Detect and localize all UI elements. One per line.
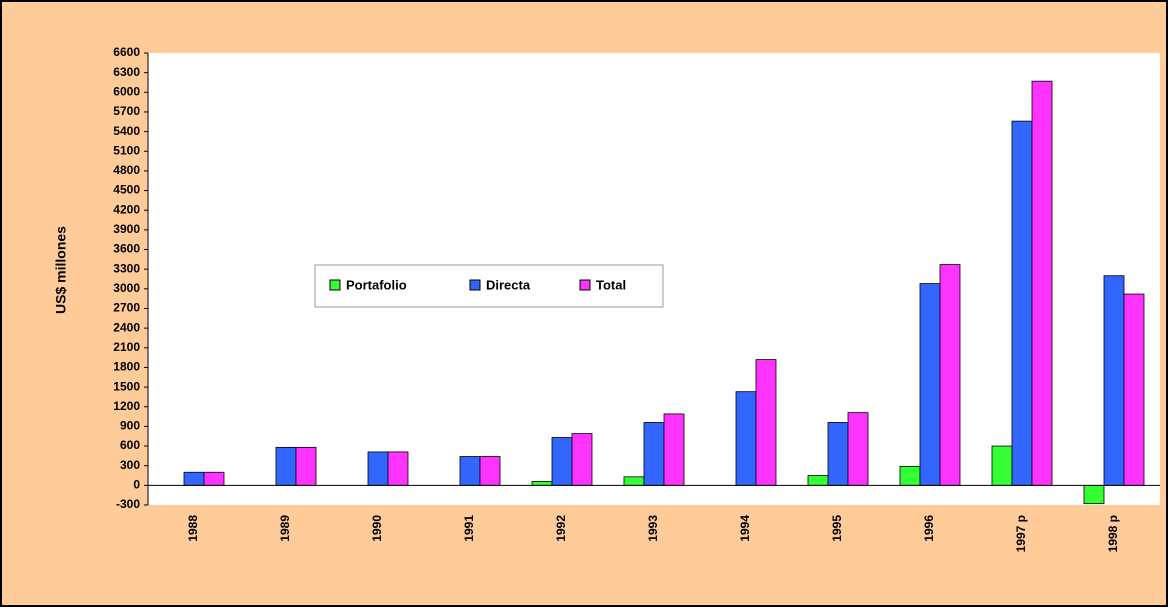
bar [919,283,941,486]
x-tick-label: 1992 [554,515,568,542]
y-axis-label: US$ millones [53,226,69,314]
y-tick-label: 600 [120,438,140,452]
y-tick-label: 1200 [113,399,140,413]
legend-swatch [579,279,591,291]
bar [623,476,645,486]
x-tick-label: 1995 [830,515,844,542]
bar [827,422,849,486]
y-tick-label: 2700 [113,301,140,315]
legend: Portafolio Directa Total [314,264,664,308]
y-tick-label: 4200 [113,202,140,216]
y-tick-label: 5100 [113,143,140,157]
y-tick-label: 6300 [113,65,140,79]
y-tick-label: 3900 [113,222,140,236]
y-tick-label: -300 [116,497,140,511]
bar [735,391,757,486]
y-tick-label: 5700 [113,104,140,118]
legend-box [314,264,664,308]
y-tick-label: 900 [120,419,140,433]
bar [1083,484,1105,505]
y-tick-label: 6600 [113,45,140,59]
bar [1031,80,1053,486]
bar [531,481,553,486]
bar [991,445,1013,486]
bar [479,456,501,486]
legend-label: Portafolio [346,277,407,292]
bar [1103,275,1125,486]
bar [367,451,389,486]
bar [1011,120,1033,486]
y-tick-label: 6000 [113,84,140,98]
y-tick-label: 0 [133,478,140,492]
bar [643,422,665,486]
x-tick-label: 1996 [922,515,936,542]
bar [939,264,961,486]
bar [459,456,481,486]
legend-swatch [329,279,341,291]
y-tick-label: 2100 [113,340,140,354]
bar [295,446,317,486]
bar [387,451,409,486]
y-tick-label: 4800 [113,163,140,177]
bar [663,413,685,486]
bar [1123,293,1145,486]
y-tick-label: 3600 [113,242,140,256]
x-tick-label: 1990 [370,515,384,542]
bar [275,446,297,486]
bar [551,437,573,486]
x-tick-label: 1989 [278,515,292,542]
x-tick-label: 1988 [186,515,200,542]
y-tick-label: 5400 [113,124,140,138]
x-tick-label: 1997 p [1014,515,1028,552]
x-tick-label: 1991 [462,515,476,542]
y-tick-label: 300 [120,458,140,472]
y-tick-label: 2400 [113,320,140,334]
bar [899,465,921,486]
y-tick-label: 1800 [113,360,140,374]
legend-label: Total [596,277,626,292]
y-tick-label: 4500 [113,183,140,197]
y-tick-label: 3000 [113,281,140,295]
legend-label: Directa [486,277,531,292]
x-tick-label: 1994 [738,515,752,542]
bar [203,471,225,486]
legend-swatch [469,279,481,291]
x-tick-label: 1993 [646,515,660,542]
bar [755,359,777,486]
y-tick-label: 1500 [113,379,140,393]
y-tick-label: 3300 [113,261,140,275]
bar [807,475,829,486]
bar [571,433,593,486]
bar [847,412,869,486]
bar [183,471,205,486]
x-tick-label: 1998 p [1106,515,1120,552]
